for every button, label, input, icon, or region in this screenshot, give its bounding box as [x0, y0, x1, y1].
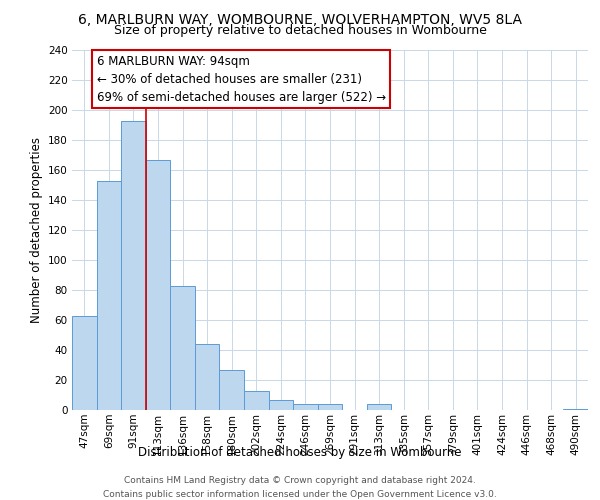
- Text: Size of property relative to detached houses in Wombourne: Size of property relative to detached ho…: [113, 24, 487, 37]
- Bar: [293, 404, 318, 410]
- Text: Contains HM Land Registry data © Crown copyright and database right 2024.
Contai: Contains HM Land Registry data © Crown c…: [103, 476, 497, 498]
- Text: Distribution of detached houses by size in Wombourne: Distribution of detached houses by size …: [138, 446, 462, 459]
- Bar: [72, 316, 97, 410]
- Bar: [97, 180, 121, 410]
- Bar: [318, 404, 342, 410]
- Text: 6 MARLBURN WAY: 94sqm
← 30% of detached houses are smaller (231)
69% of semi-det: 6 MARLBURN WAY: 94sqm ← 30% of detached …: [97, 54, 386, 104]
- Text: 6, MARLBURN WAY, WOMBOURNE, WOLVERHAMPTON, WV5 8LA: 6, MARLBURN WAY, WOMBOURNE, WOLVERHAMPTO…: [78, 12, 522, 26]
- Bar: [195, 344, 220, 410]
- Y-axis label: Number of detached properties: Number of detached properties: [29, 137, 43, 323]
- Bar: [367, 404, 391, 410]
- Bar: [269, 400, 293, 410]
- Bar: [244, 390, 269, 410]
- Bar: [220, 370, 244, 410]
- Bar: [121, 120, 146, 410]
- Bar: [146, 160, 170, 410]
- Bar: [170, 286, 195, 410]
- Bar: [563, 408, 588, 410]
